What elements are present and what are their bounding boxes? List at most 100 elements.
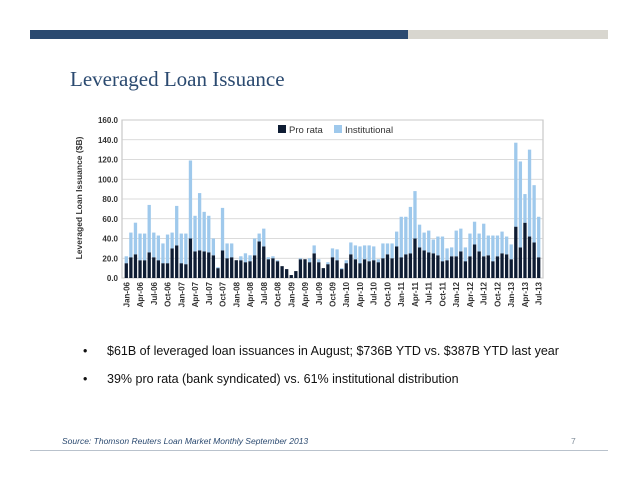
x-tick-label: Jan-13 (507, 281, 516, 307)
bar-institutional (399, 216, 403, 258)
bar-pro-rata (152, 257, 156, 278)
x-tick-label: Apr-09 (301, 281, 310, 307)
bar-pro-rata (216, 268, 220, 279)
bar-institutional (129, 232, 133, 258)
bar-pro-rata (445, 260, 449, 278)
bar-pro-rata (344, 263, 348, 278)
y-tick-label: 0.0 (107, 274, 119, 283)
bar-pro-rata (147, 252, 151, 278)
bar-pro-rata (459, 251, 463, 278)
bar-pro-rata (225, 258, 229, 278)
bar-institutional (307, 258, 312, 263)
x-tick-label: Jul-07 (205, 281, 214, 305)
bar-institutional (449, 247, 454, 257)
bar-institutional (184, 233, 188, 265)
bar-institutional (353, 245, 358, 260)
bar-pro-rata (193, 251, 197, 278)
bar-institutional (390, 243, 394, 259)
bar-pro-rata (537, 257, 541, 278)
bar-institutional (335, 249, 339, 261)
bar-pro-rata (124, 263, 128, 278)
bar-pro-rata (340, 269, 344, 278)
bar-institutional (436, 236, 440, 256)
x-tick-label: Apr-06 (136, 281, 145, 307)
x-tick-label: Oct-11 (439, 281, 448, 306)
bar-pro-rata (275, 261, 280, 278)
bar-institutional (523, 194, 527, 223)
bar-institutional (161, 243, 165, 264)
bar-pro-rata (367, 261, 371, 278)
bar-institutional (527, 149, 532, 237)
bar-pro-rata (417, 247, 422, 278)
bar-institutional (252, 238, 257, 256)
bar-institutional (175, 205, 179, 246)
x-tick-label: Apr-07 (191, 281, 200, 307)
bar-pro-rata (482, 256, 486, 278)
legend-label-pro-rata: Pro rata (289, 125, 324, 136)
bar-pro-rata (385, 254, 390, 278)
x-tick-label: Oct-09 (329, 281, 338, 306)
y-tick-label: 100.0 (98, 175, 119, 184)
bar-institutional (367, 245, 371, 262)
bar-pro-rata (532, 242, 536, 278)
y-axis: 0.0 20.0 40.0 60.0 80.0 100.0 120.0 140.0 160.0 (98, 116, 119, 283)
x-tick-label: Jul-12 (480, 281, 489, 305)
bars (124, 142, 541, 279)
bar-institutional (193, 215, 197, 252)
bar-pro-rata (349, 254, 353, 278)
bar-pro-rata (353, 259, 358, 278)
bar-pro-rata (262, 246, 266, 278)
bar-pro-rata (390, 258, 394, 278)
bar-institutional (440, 236, 445, 262)
legend-swatch-institutional (334, 125, 342, 133)
bar-pro-rata (184, 264, 188, 278)
bullet-item: • $61B of leveraged loan issuances in Au… (83, 344, 559, 358)
bar-institutional (376, 259, 380, 263)
bar-institutional (358, 246, 362, 264)
bar-institutional (362, 245, 367, 260)
bar-pro-rata (257, 241, 261, 278)
bar-pro-rata (395, 246, 399, 278)
bar-pro-rata (486, 255, 490, 278)
bar-pro-rata (509, 259, 513, 278)
bar-pro-rata (175, 245, 179, 278)
bar-pro-rata (179, 263, 183, 278)
bullet-text: $61B of leveraged loan issuances in Augu… (107, 344, 559, 358)
x-tick-label: Oct-12 (494, 281, 503, 306)
bar-pro-rata (197, 250, 202, 278)
bar-institutional (202, 211, 206, 252)
x-tick-label: Jul-06 (150, 281, 159, 305)
x-tick-label: Jan-12 (452, 281, 461, 307)
bar-institutional (431, 239, 435, 254)
x-tick-label: Jan-06 (122, 281, 131, 307)
bar-institutional (298, 258, 303, 260)
bar-institutional (422, 232, 426, 251)
x-tick-label: Jul-08 (260, 281, 269, 305)
bar-institutional (243, 253, 248, 263)
bar-pro-rata (188, 238, 193, 278)
y-tick-label: 60.0 (102, 215, 118, 224)
bar-pro-rata (248, 261, 252, 278)
y-axis-label: Leveraged Loan Issuance ($B) (74, 136, 84, 259)
x-tick-label: Oct-10 (384, 281, 393, 306)
bar-institutional (509, 244, 513, 260)
x-tick-label: Jul-13 (535, 281, 544, 305)
bar-institutional (207, 215, 211, 253)
x-tick-label: Jul-10 (370, 281, 379, 305)
bar-pro-rata (129, 257, 133, 278)
bar-pro-rata (271, 258, 275, 278)
y-tick-label: 40.0 (102, 235, 118, 244)
x-tick-label: Apr-10 (356, 281, 365, 307)
bar-pro-rata (298, 259, 303, 278)
bar-pro-rata (335, 260, 339, 278)
bar-institutional (385, 243, 390, 255)
bar-pro-rata (449, 256, 454, 278)
bar-institutional (188, 160, 193, 239)
bar-institutional (472, 221, 477, 245)
bar-institutional (230, 243, 234, 258)
bar-pro-rata (330, 257, 335, 278)
bar-institutional (239, 256, 243, 261)
bar-pro-rata (358, 263, 362, 278)
bar-pro-rata (285, 269, 289, 278)
bar-institutional (468, 233, 472, 257)
